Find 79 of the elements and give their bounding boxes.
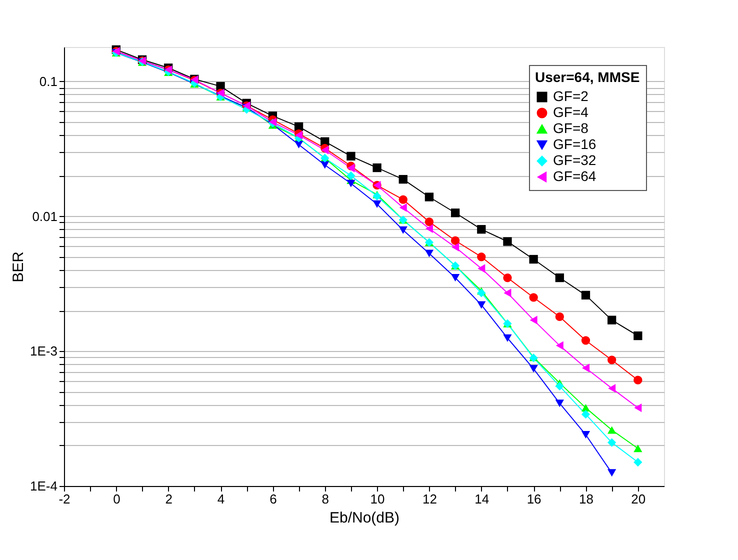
legend-label: GF=2 [553, 88, 589, 104]
x-tick-label: 4 [217, 492, 225, 506]
point [450, 208, 460, 218]
legend-label: GF=64 [553, 168, 596, 184]
y-tick-label: 1E-4 [30, 478, 58, 494]
x-tick-label: 12 [422, 492, 437, 506]
point [634, 458, 642, 467]
y-tick-label: 0.1 [39, 74, 58, 89]
point [607, 426, 616, 434]
x-tick-label: 10 [370, 492, 385, 506]
x-tick-label: 20 [631, 492, 646, 506]
y-tick-label: 1E-3 [30, 344, 58, 359]
point [634, 376, 642, 384]
point [346, 171, 356, 180]
point [555, 273, 564, 282]
point [504, 288, 512, 298]
point [607, 438, 616, 447]
x-tick-label: 2 [165, 492, 172, 506]
x-tick-label: 14 [474, 492, 490, 506]
point [529, 293, 538, 302]
point [529, 365, 538, 373]
point [634, 444, 642, 452]
point [555, 312, 564, 322]
legend-title: User=64, MMSE [535, 69, 640, 85]
point [503, 334, 512, 342]
point [581, 430, 590, 438]
x-tick-label: 18 [579, 492, 594, 506]
x-tick-label: 16 [526, 492, 542, 506]
y-axis-title: BER [10, 251, 28, 282]
legend-label: GF=4 [553, 104, 589, 120]
point [424, 192, 434, 202]
point [452, 242, 460, 252]
point [424, 217, 434, 226]
x-tick-label: 0 [113, 492, 120, 506]
point [530, 316, 538, 324]
point [634, 331, 642, 340]
point [346, 152, 356, 161]
point [555, 400, 564, 408]
point [425, 224, 433, 233]
point [320, 161, 330, 169]
point [346, 180, 356, 188]
x-tick-label: -2 [58, 492, 70, 506]
point [398, 226, 408, 234]
point [582, 364, 590, 372]
point [477, 301, 486, 309]
point [398, 195, 408, 204]
point [477, 288, 486, 298]
point [450, 236, 460, 245]
point [399, 203, 407, 212]
point [477, 225, 486, 234]
y-tick-label: 0.01 [32, 208, 58, 224]
point [556, 341, 564, 350]
point [634, 403, 642, 412]
point [372, 200, 382, 208]
point [581, 410, 590, 419]
legend-label: GF=8 [553, 120, 589, 136]
point [555, 382, 564, 390]
point [478, 264, 486, 273]
point [581, 290, 590, 300]
point [581, 404, 590, 412]
point [607, 469, 616, 477]
point [372, 163, 382, 172]
point [581, 336, 590, 345]
x-tick-label: 6 [270, 492, 277, 506]
point [503, 273, 512, 282]
legend-label: GF=32 [553, 152, 596, 168]
legend-label: GF=16 [553, 136, 596, 152]
point [294, 140, 304, 148]
point [424, 250, 434, 258]
point [398, 174, 408, 184]
point [608, 384, 616, 393]
x-tick-label: 8 [322, 492, 329, 506]
point [607, 316, 616, 324]
point [477, 252, 486, 262]
point [450, 274, 460, 282]
point [607, 356, 616, 364]
point [503, 237, 512, 246]
point [529, 254, 538, 264]
x-axis-title: Eb/No(dB) [329, 510, 400, 526]
